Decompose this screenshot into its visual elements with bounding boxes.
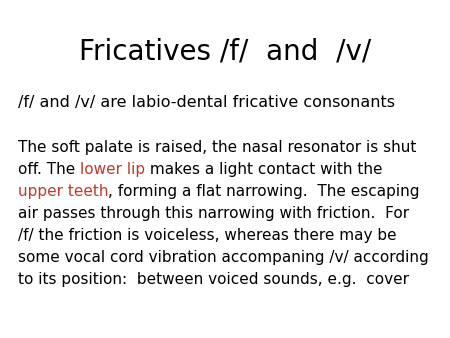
Text: , forming a flat narrowing.  The escaping: , forming a flat narrowing. The escaping: [108, 184, 420, 199]
Text: The soft palate is raised, the nasal resonator is shut: The soft palate is raised, the nasal res…: [18, 140, 416, 155]
Text: off. The: off. The: [18, 162, 80, 177]
Text: Fricatives /f/  and  /v/: Fricatives /f/ and /v/: [79, 38, 371, 66]
Text: /f/ and /v/ are labio-dental fricative consonants: /f/ and /v/ are labio-dental fricative c…: [18, 95, 395, 110]
Text: to its position:  between voiced sounds, e.g.  cover: to its position: between voiced sounds, …: [18, 272, 409, 287]
Text: /f/ the friction is voiceless, whereas there may be: /f/ the friction is voiceless, whereas t…: [18, 228, 396, 243]
Text: upper teeth: upper teeth: [18, 184, 108, 199]
Text: some vocal cord vibration accompaning /v/ according: some vocal cord vibration accompaning /v…: [18, 250, 429, 265]
Text: makes a light contact with the: makes a light contact with the: [145, 162, 383, 177]
Text: lower lip: lower lip: [80, 162, 145, 177]
Text: air passes through this narrowing with friction.  For: air passes through this narrowing with f…: [18, 206, 409, 221]
